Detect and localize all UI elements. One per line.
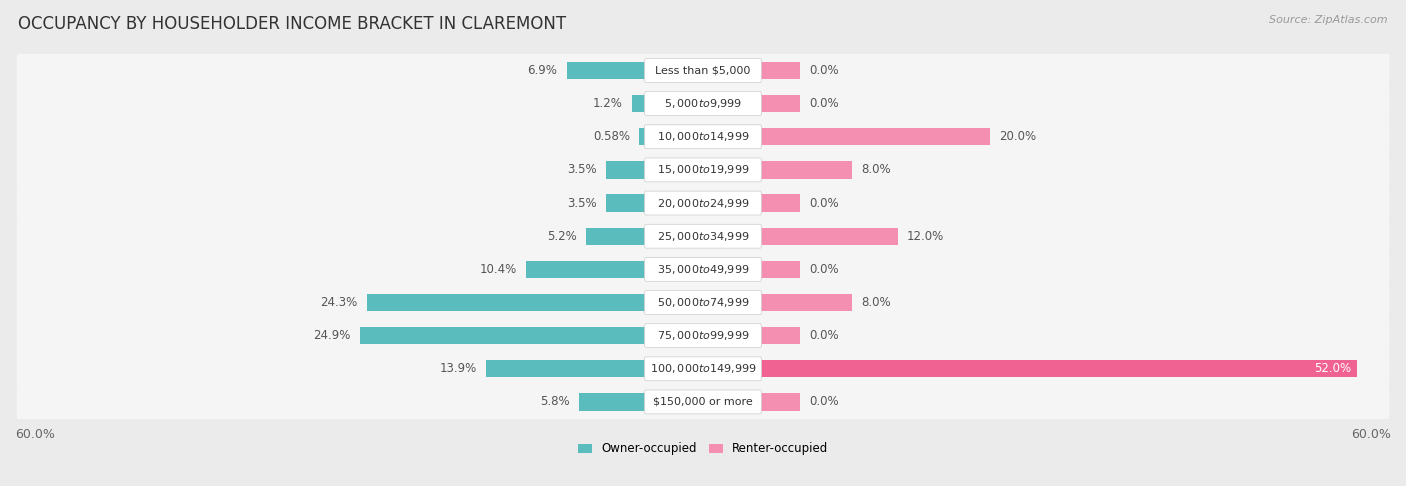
Text: $20,000 to $24,999: $20,000 to $24,999 — [657, 196, 749, 209]
Bar — [360, 327, 645, 344]
Text: OCCUPANCY BY HOUSEHOLDER INCOME BRACKET IN CLAREMONT: OCCUPANCY BY HOUSEHOLDER INCOME BRACKET … — [18, 15, 567, 33]
Text: $15,000 to $19,999: $15,000 to $19,999 — [657, 163, 749, 176]
FancyBboxPatch shape — [644, 158, 762, 182]
Bar — [367, 294, 645, 311]
Text: 5.8%: 5.8% — [540, 396, 569, 408]
FancyBboxPatch shape — [644, 92, 762, 116]
Text: 0.0%: 0.0% — [810, 329, 839, 342]
Text: $25,000 to $34,999: $25,000 to $34,999 — [657, 230, 749, 243]
FancyBboxPatch shape — [644, 191, 762, 215]
Text: 12.0%: 12.0% — [907, 230, 945, 243]
Text: 13.9%: 13.9% — [440, 362, 477, 375]
Text: 0.0%: 0.0% — [810, 97, 839, 110]
Bar — [486, 360, 645, 378]
FancyBboxPatch shape — [17, 152, 1389, 188]
Text: $5,000 to $9,999: $5,000 to $9,999 — [664, 97, 742, 110]
FancyBboxPatch shape — [644, 224, 762, 248]
Text: Source: ZipAtlas.com: Source: ZipAtlas.com — [1270, 15, 1388, 25]
Bar — [586, 227, 645, 245]
FancyBboxPatch shape — [644, 390, 762, 414]
FancyBboxPatch shape — [17, 351, 1389, 387]
Text: 8.0%: 8.0% — [862, 163, 891, 176]
FancyBboxPatch shape — [17, 86, 1389, 122]
Text: 0.0%: 0.0% — [810, 196, 839, 209]
FancyBboxPatch shape — [17, 218, 1389, 254]
Bar — [761, 260, 800, 278]
Text: 0.0%: 0.0% — [810, 396, 839, 408]
Text: $100,000 to $149,999: $100,000 to $149,999 — [650, 362, 756, 375]
Text: 1.2%: 1.2% — [593, 97, 623, 110]
Bar — [761, 327, 800, 344]
Bar — [761, 294, 852, 311]
Text: 3.5%: 3.5% — [567, 163, 596, 176]
Bar — [606, 161, 645, 178]
Bar — [761, 128, 990, 145]
Bar — [761, 161, 852, 178]
Bar — [761, 62, 800, 79]
Text: $75,000 to $99,999: $75,000 to $99,999 — [657, 329, 749, 342]
Text: 0.0%: 0.0% — [810, 64, 839, 77]
Bar — [579, 393, 645, 411]
FancyBboxPatch shape — [17, 285, 1389, 320]
Text: 3.5%: 3.5% — [567, 196, 596, 209]
Bar — [638, 128, 645, 145]
Bar — [761, 194, 800, 212]
Text: 6.9%: 6.9% — [527, 64, 557, 77]
Text: 20.0%: 20.0% — [998, 130, 1036, 143]
Text: 24.3%: 24.3% — [321, 296, 359, 309]
Bar — [606, 194, 645, 212]
FancyBboxPatch shape — [17, 185, 1389, 221]
FancyBboxPatch shape — [644, 324, 762, 347]
Legend: Owner-occupied, Renter-occupied: Owner-occupied, Renter-occupied — [572, 437, 834, 460]
Bar — [761, 393, 800, 411]
Text: 5.2%: 5.2% — [547, 230, 576, 243]
Bar — [631, 95, 645, 112]
Text: $150,000 or more: $150,000 or more — [654, 397, 752, 407]
FancyBboxPatch shape — [17, 318, 1389, 353]
Text: 8.0%: 8.0% — [862, 296, 891, 309]
FancyBboxPatch shape — [644, 125, 762, 149]
Text: 0.0%: 0.0% — [810, 263, 839, 276]
Text: $35,000 to $49,999: $35,000 to $49,999 — [657, 263, 749, 276]
FancyBboxPatch shape — [17, 251, 1389, 287]
Bar — [761, 95, 800, 112]
Text: $10,000 to $14,999: $10,000 to $14,999 — [657, 130, 749, 143]
Text: Less than $5,000: Less than $5,000 — [655, 66, 751, 75]
Text: 24.9%: 24.9% — [314, 329, 352, 342]
Text: 0.58%: 0.58% — [593, 130, 630, 143]
Text: $50,000 to $74,999: $50,000 to $74,999 — [657, 296, 749, 309]
FancyBboxPatch shape — [17, 52, 1389, 88]
Text: 60.0%: 60.0% — [15, 429, 55, 441]
FancyBboxPatch shape — [644, 258, 762, 281]
Text: 52.0%: 52.0% — [1313, 362, 1351, 375]
Bar — [526, 260, 645, 278]
FancyBboxPatch shape — [644, 357, 762, 381]
Bar — [567, 62, 645, 79]
Text: 60.0%: 60.0% — [1351, 429, 1391, 441]
Bar — [761, 360, 1357, 378]
Bar — [761, 227, 898, 245]
FancyBboxPatch shape — [17, 384, 1389, 420]
FancyBboxPatch shape — [17, 119, 1389, 155]
FancyBboxPatch shape — [644, 58, 762, 83]
Text: 10.4%: 10.4% — [479, 263, 517, 276]
FancyBboxPatch shape — [644, 291, 762, 314]
